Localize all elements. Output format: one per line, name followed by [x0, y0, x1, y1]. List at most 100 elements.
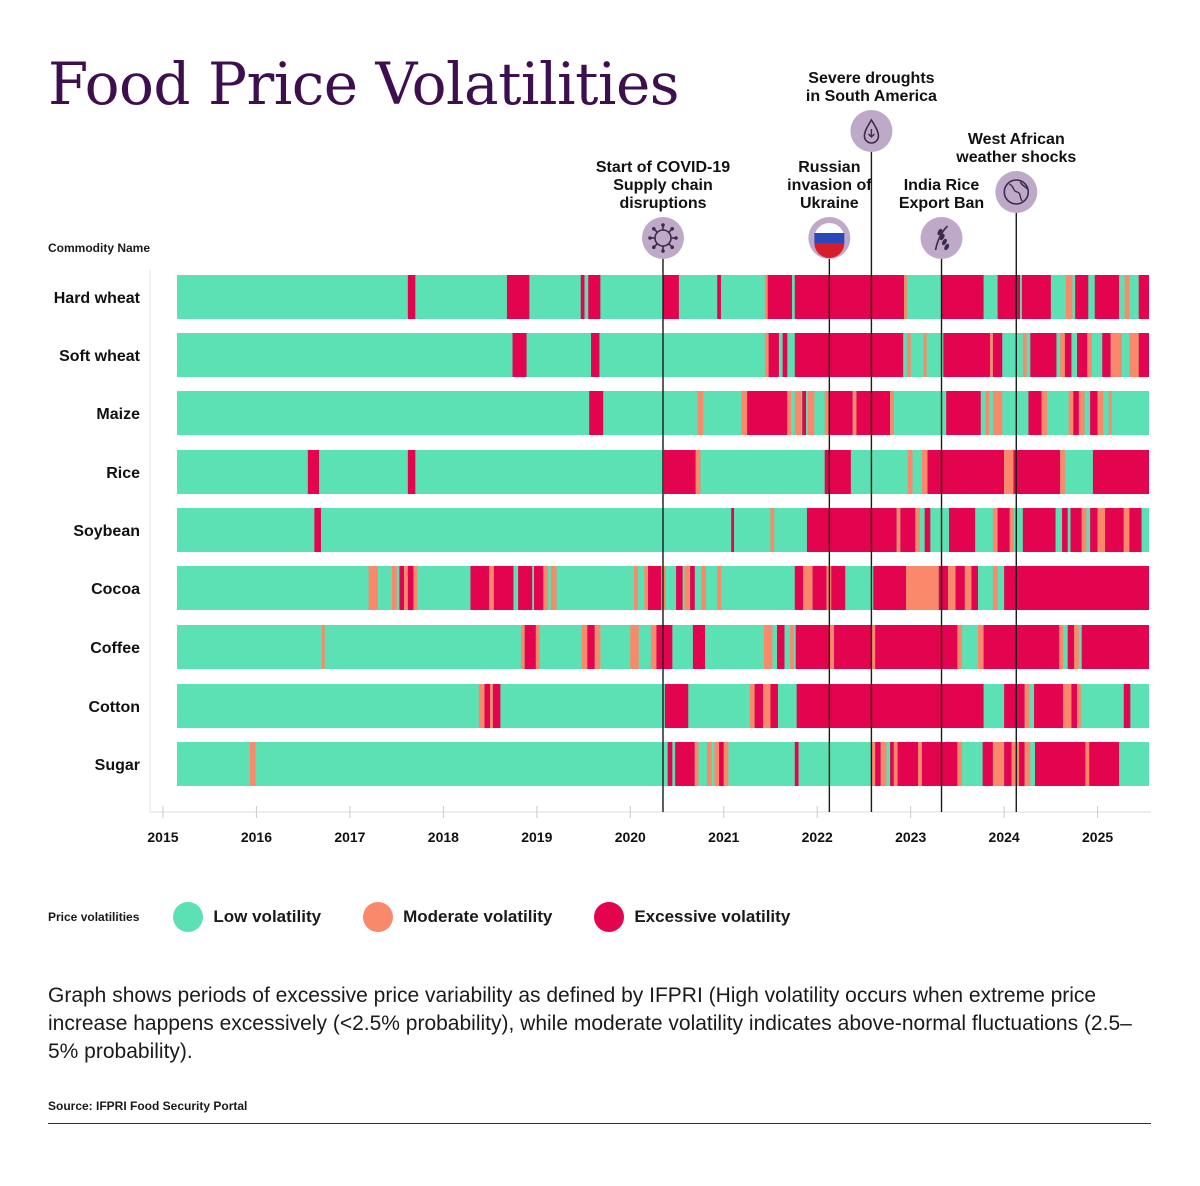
volatility-segment-excessive [856, 391, 891, 435]
commodity-label: Rice [106, 465, 140, 482]
legend-item-excessive: Excessive volatility [594, 902, 790, 932]
bottom-rule [48, 1123, 1151, 1124]
volatility-segment-excessive [812, 566, 827, 610]
volatility-segment-moderate [1004, 450, 1014, 494]
volatility-segment-moderate [896, 508, 901, 552]
volatility-segment-moderate [741, 391, 748, 435]
event-label-line: Supply chain [613, 177, 713, 194]
legend-label-low: Low volatility [213, 907, 322, 926]
volatility-segment-moderate [1024, 684, 1030, 728]
volatility-segment-moderate [550, 566, 557, 610]
x-tick-label: 2018 [428, 829, 459, 845]
volatility-segment-moderate [906, 333, 911, 377]
volatility-segment-moderate [763, 625, 773, 669]
volatility-segment-excessive [731, 508, 735, 552]
x-tick-label: 2020 [615, 829, 646, 845]
volatility-segment-moderate [1087, 333, 1092, 377]
volatility-segment-excessive [492, 684, 501, 728]
volatility-segment-moderate [249, 742, 256, 786]
volatility-segment-excessive [948, 508, 976, 552]
volatility-segment-excessive [1089, 742, 1120, 786]
volatility-segment-excessive [1102, 333, 1111, 377]
rice-plant-icon [920, 217, 963, 259]
volatility-segment-excessive [1034, 684, 1064, 728]
x-tick-label: 2017 [334, 829, 365, 845]
volatility-segment-excessive [307, 450, 320, 494]
volatility-segment-moderate [543, 566, 549, 610]
volatility-segment-moderate [977, 625, 984, 669]
volatility-segment-moderate [1077, 684, 1081, 728]
x-tick-label: 2022 [802, 829, 833, 845]
volatility-segment-excessive [943, 333, 991, 377]
volatility-segment-excessive [1019, 742, 1025, 786]
virus-spike-tip [674, 236, 678, 240]
volatility-segment-excessive [690, 566, 695, 610]
volatility-segment-moderate [1060, 450, 1065, 494]
volatility-segment-moderate [1108, 391, 1112, 435]
volatility-segment-moderate [594, 625, 601, 669]
rice-grain [941, 238, 947, 246]
rice-grain [944, 243, 950, 251]
volatility-segment-moderate [581, 625, 588, 669]
volatility-segment-moderate [368, 566, 378, 610]
volatility-segment-excessive [1013, 450, 1061, 494]
volatility-segment-moderate [990, 333, 993, 377]
volatility-segment-excessive [831, 566, 846, 610]
volatility-segment-moderate [764, 275, 768, 319]
volatility-segment-excessive [588, 275, 601, 319]
volatility-segment-excessive [399, 566, 405, 610]
volatility-segment-moderate [630, 625, 639, 669]
volatility-segment-excessive [897, 742, 919, 786]
volatility-segment-excessive [767, 275, 792, 319]
event-label-line: disruptions [619, 195, 706, 212]
commodity-label: Hard wheat [54, 290, 141, 307]
volatility-segment-excessive [1004, 566, 1149, 610]
volatility-segment-moderate [1011, 742, 1020, 786]
volatility-segment-excessive [1028, 391, 1042, 435]
volatility-segment-moderate [824, 391, 829, 435]
volatility-segment-moderate [413, 566, 418, 610]
volatility-segment-excessive [875, 625, 958, 669]
volatility-segment-excessive [664, 684, 689, 728]
volatility-segment-excessive [1030, 333, 1057, 377]
globe-outline [1003, 179, 1030, 205]
volatility-segment-excessive [1081, 625, 1149, 669]
volatility-segment-moderate [764, 333, 769, 377]
event-label-line: Ukraine [800, 195, 859, 212]
x-tick-label: 2025 [1082, 829, 1113, 845]
volatility-segment-moderate [1068, 391, 1074, 435]
volatility-segment-moderate [714, 742, 720, 786]
volatility-segment-moderate [1124, 275, 1130, 319]
rice-grain [937, 228, 943, 236]
volatility-segment-excessive [782, 333, 788, 377]
legend-label-excessive: Excessive volatility [634, 907, 791, 926]
volatility-segment-excessive [484, 684, 491, 728]
volatility-segment-moderate [1110, 333, 1122, 377]
volatility-segment-excessive [982, 742, 993, 786]
volatility-segment-excessive [806, 508, 897, 552]
volatility-chart: 2015 2016 2017 2018 2019 2020 2021 2022 2023 2024… [54, 70, 1151, 845]
volatility-segment-excessive [796, 684, 984, 728]
event-label-line: West African [968, 131, 1065, 148]
x-tick-label: 2024 [989, 829, 1020, 845]
virus-spike-tip [670, 245, 674, 249]
commodity-label: Maize [96, 406, 140, 423]
chart-title: Food Price Volatilities [48, 50, 680, 118]
volatility-segment-moderate [880, 742, 887, 786]
volatility-segment-moderate [1065, 275, 1073, 319]
volatility-segment-moderate [749, 684, 755, 728]
volatility-segment-moderate [992, 742, 1005, 786]
event-label-line: Start of COVID-19 [596, 159, 730, 176]
volatility-segment-excessive [794, 275, 905, 319]
volatility-segment-excessive [719, 742, 724, 786]
volatility-segment-excessive [1092, 450, 1149, 494]
commodity-label: Cocoa [91, 581, 140, 598]
volatility-segment-excessive [1138, 333, 1149, 377]
x-tick-label: 2015 [147, 829, 178, 845]
volatility-segment-excessive [795, 625, 830, 669]
volatility-segment-excessive [676, 566, 683, 610]
commodity-label: Soft wheat [59, 348, 141, 365]
virus-spike-tip [670, 227, 674, 231]
volatility-segment-moderate [1022, 333, 1027, 377]
volatility-segment-excessive [794, 566, 804, 610]
